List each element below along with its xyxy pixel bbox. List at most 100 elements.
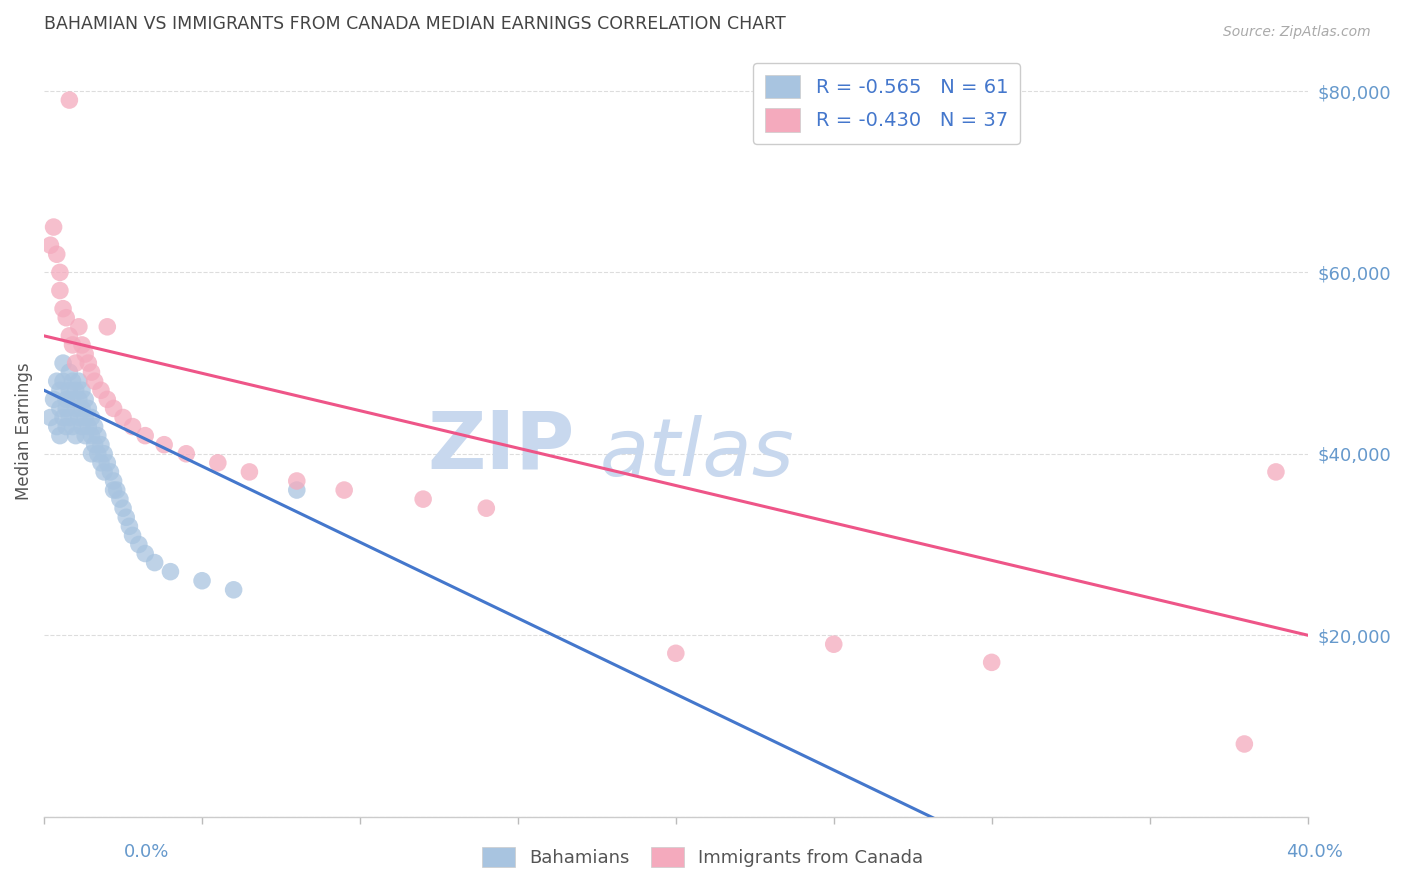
Point xyxy=(238,465,260,479)
Point xyxy=(90,438,112,452)
Point xyxy=(112,410,135,425)
Point xyxy=(75,410,97,425)
Point xyxy=(103,401,125,416)
Text: BAHAMIAN VS IMMIGRANTS FROM CANADA MEDIAN EARNINGS CORRELATION CHART: BAHAMIAN VS IMMIGRANTS FROM CANADA MEDIA… xyxy=(44,15,786,33)
Point xyxy=(143,556,166,570)
Text: 0.0%: 0.0% xyxy=(124,843,169,861)
Point xyxy=(80,365,103,379)
Point xyxy=(39,410,62,425)
Point xyxy=(128,537,150,551)
Point xyxy=(159,565,181,579)
Point xyxy=(62,374,84,388)
Point xyxy=(108,492,131,507)
Point xyxy=(49,401,72,416)
Point xyxy=(49,284,72,298)
Point xyxy=(52,301,75,316)
Point xyxy=(45,374,67,388)
Point xyxy=(65,356,87,370)
Point xyxy=(70,338,93,352)
Point xyxy=(58,384,80,398)
Point xyxy=(58,365,80,379)
Point xyxy=(105,483,128,497)
Point xyxy=(75,428,97,442)
Legend: Bahamians, Immigrants from Canada: Bahamians, Immigrants from Canada xyxy=(475,839,931,874)
Point xyxy=(42,392,65,407)
Point xyxy=(62,392,84,407)
Point xyxy=(980,656,1002,670)
Point xyxy=(49,384,72,398)
Point xyxy=(222,582,245,597)
Point xyxy=(75,392,97,407)
Point xyxy=(96,392,118,407)
Point xyxy=(121,528,143,542)
Point xyxy=(103,474,125,488)
Point xyxy=(55,419,77,434)
Point xyxy=(112,501,135,516)
Text: ZIP: ZIP xyxy=(427,408,575,485)
Point xyxy=(67,319,90,334)
Point xyxy=(96,456,118,470)
Point xyxy=(45,419,67,434)
Point xyxy=(1264,465,1286,479)
Point xyxy=(134,547,156,561)
Point xyxy=(87,447,110,461)
Point xyxy=(93,447,115,461)
Point xyxy=(55,401,77,416)
Y-axis label: Median Earnings: Median Earnings xyxy=(15,362,32,500)
Point xyxy=(52,410,75,425)
Point xyxy=(42,220,65,235)
Point xyxy=(70,384,93,398)
Point xyxy=(100,465,122,479)
Point xyxy=(83,438,105,452)
Point xyxy=(49,265,72,279)
Point xyxy=(62,419,84,434)
Point xyxy=(83,419,105,434)
Point xyxy=(90,456,112,470)
Point xyxy=(67,410,90,425)
Point xyxy=(58,93,80,107)
Point xyxy=(70,401,93,416)
Point xyxy=(65,428,87,442)
Point xyxy=(77,401,100,416)
Point xyxy=(55,310,77,325)
Point xyxy=(174,447,197,461)
Text: Source: ZipAtlas.com: Source: ZipAtlas.com xyxy=(1223,25,1371,39)
Point xyxy=(115,510,138,524)
Point xyxy=(823,637,845,651)
Text: 40.0%: 40.0% xyxy=(1286,843,1343,861)
Point xyxy=(153,438,176,452)
Point xyxy=(45,247,67,261)
Point xyxy=(67,392,90,407)
Point xyxy=(75,347,97,361)
Point xyxy=(77,356,100,370)
Point xyxy=(58,329,80,343)
Point xyxy=(62,338,84,352)
Point xyxy=(90,384,112,398)
Point xyxy=(285,474,308,488)
Point xyxy=(475,501,498,516)
Point xyxy=(83,374,105,388)
Point xyxy=(52,356,75,370)
Point xyxy=(412,492,434,507)
Point xyxy=(191,574,214,588)
Point xyxy=(87,428,110,442)
Point xyxy=(285,483,308,497)
Point xyxy=(80,428,103,442)
Text: atlas: atlas xyxy=(600,416,794,493)
Point xyxy=(39,238,62,252)
Point xyxy=(93,465,115,479)
Point xyxy=(67,374,90,388)
Point xyxy=(118,519,141,533)
Point xyxy=(121,419,143,434)
Point xyxy=(207,456,229,470)
Point xyxy=(70,419,93,434)
Point xyxy=(665,646,688,660)
Point xyxy=(77,419,100,434)
Point xyxy=(1233,737,1256,751)
Point xyxy=(49,428,72,442)
Point xyxy=(103,483,125,497)
Point xyxy=(80,410,103,425)
Point xyxy=(96,319,118,334)
Point xyxy=(52,374,75,388)
Point xyxy=(80,447,103,461)
